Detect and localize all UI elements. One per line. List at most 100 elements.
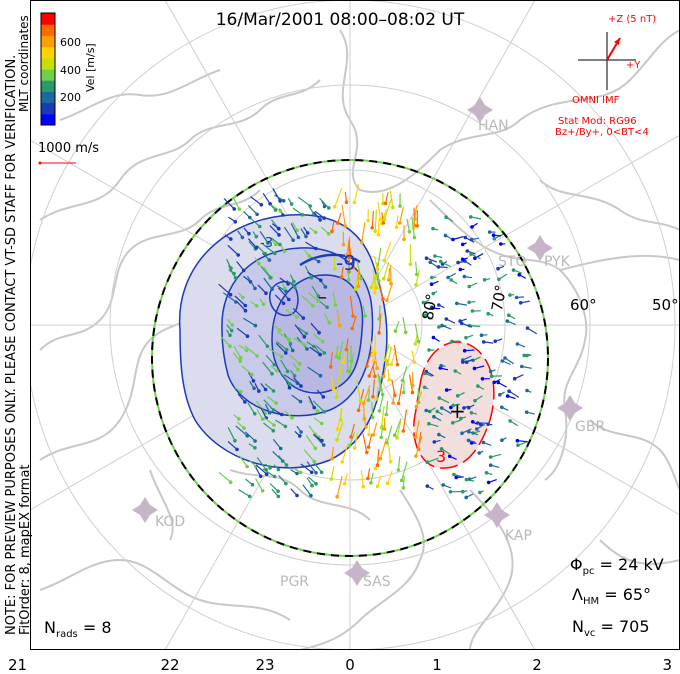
velocity-vector bbox=[466, 479, 475, 482]
velocity-vector bbox=[270, 204, 281, 212]
velocity-vector bbox=[335, 376, 340, 398]
velocity-vector bbox=[378, 375, 384, 395]
velocity-vector bbox=[379, 437, 388, 459]
velocity-vector bbox=[447, 272, 456, 279]
vector-origin bbox=[373, 374, 377, 379]
velocity-vector bbox=[508, 314, 516, 320]
velocity-vector bbox=[259, 231, 269, 244]
velocity-vector bbox=[495, 338, 503, 342]
velocity-vector bbox=[266, 395, 277, 404]
velocity-vector bbox=[440, 261, 451, 268]
velocity-vector bbox=[336, 345, 339, 357]
imf-conditions: Bz+/By+, 0<BT<4 bbox=[555, 127, 649, 138]
velocity-vector bbox=[276, 285, 287, 292]
velocity-vector bbox=[233, 346, 242, 359]
velocity-vector bbox=[227, 319, 233, 326]
velocity-vector bbox=[370, 340, 375, 361]
velocity-vector bbox=[242, 317, 256, 327]
velocity-vector bbox=[226, 258, 232, 269]
velocity-vector bbox=[348, 241, 352, 257]
velocity-vector bbox=[264, 383, 274, 392]
velocity-vector bbox=[332, 292, 337, 306]
velocity-vector bbox=[479, 490, 484, 493]
velocity-vector bbox=[461, 322, 473, 328]
imf-clock bbox=[578, 32, 636, 90]
velocity-vector bbox=[427, 485, 434, 490]
velocity-vector bbox=[308, 227, 317, 233]
velocity-vector bbox=[262, 361, 273, 375]
velocity-vector bbox=[257, 284, 267, 294]
velocity-vector bbox=[383, 242, 392, 261]
velocity-vector bbox=[442, 484, 452, 489]
velocity-vector bbox=[247, 371, 255, 382]
velocity-vector bbox=[360, 470, 364, 487]
vector-origin bbox=[378, 456, 383, 461]
velocity-vector bbox=[370, 276, 376, 288]
velocity-vector bbox=[313, 433, 320, 438]
colorbar-tick-400: 400 bbox=[60, 64, 81, 77]
velocity-vector bbox=[380, 406, 385, 428]
contour-label-pos-3: 3 bbox=[436, 447, 446, 466]
velocity-vectors bbox=[218, 183, 538, 500]
velocity-vector bbox=[289, 354, 301, 365]
vector-origin bbox=[400, 378, 405, 383]
velocity-vector bbox=[455, 370, 462, 375]
velocity-vector bbox=[247, 402, 256, 415]
velocity-vector bbox=[238, 489, 251, 497]
vector-origin bbox=[383, 358, 388, 362]
velocity-vector bbox=[244, 431, 256, 442]
velocity-vector bbox=[527, 327, 538, 335]
velocity-vector bbox=[278, 474, 287, 484]
velocity-vector bbox=[256, 408, 264, 420]
velocity-vector bbox=[438, 266, 448, 269]
velocity-vector bbox=[464, 349, 475, 352]
velocity-vector bbox=[274, 194, 285, 202]
velocity-vector bbox=[274, 294, 284, 304]
velocity-vector bbox=[269, 483, 279, 492]
velocity-vector bbox=[293, 467, 301, 473]
station-markers bbox=[132, 97, 583, 586]
velocity-vector bbox=[462, 359, 475, 363]
velocity-vector bbox=[297, 326, 307, 334]
velocity-vector bbox=[310, 322, 320, 334]
vector-origin bbox=[412, 235, 417, 240]
velocity-vector bbox=[226, 324, 233, 331]
fit-order-note: FitOrder: 8, mapEX format bbox=[18, 464, 33, 635]
velocity-vector bbox=[223, 198, 235, 210]
scale-vector-label: 1000 m/s bbox=[38, 141, 99, 156]
colorbar-segment bbox=[41, 57, 55, 70]
velocity-vector bbox=[286, 279, 296, 288]
velocity-vector bbox=[331, 220, 335, 232]
velocity-vector bbox=[452, 236, 464, 241]
velocity-vector bbox=[384, 192, 389, 204]
vector-origin bbox=[353, 287, 358, 291]
velocity-vector bbox=[391, 379, 396, 396]
velocity-vector bbox=[461, 428, 472, 434]
velocity-vector bbox=[377, 247, 382, 270]
velocity-vector bbox=[309, 346, 321, 355]
velocity-vector bbox=[508, 390, 520, 398]
velocity-vector bbox=[255, 467, 262, 477]
mlt-axis: 21 22 23 0 1 2 3 bbox=[8, 656, 672, 674]
lat-label-60: 60° bbox=[570, 296, 597, 314]
velocity-vector bbox=[341, 442, 349, 463]
velocity-vector bbox=[376, 386, 379, 400]
velocity-vector bbox=[353, 183, 360, 203]
velocity-vector bbox=[371, 401, 374, 418]
velocity-vector bbox=[381, 212, 385, 223]
lat-label-80: 80° bbox=[419, 292, 441, 321]
velocity-vector bbox=[494, 233, 504, 240]
velocity-vector bbox=[438, 434, 446, 439]
velocity-vector bbox=[432, 290, 438, 295]
velocity-colorbar bbox=[40, 12, 56, 126]
velocity-vector bbox=[456, 476, 464, 478]
velocity-vector bbox=[268, 348, 283, 358]
velocity-vector bbox=[346, 349, 349, 371]
velocity-vector bbox=[235, 425, 248, 437]
velocity-vector bbox=[227, 244, 239, 256]
velocity-vector bbox=[306, 341, 315, 348]
velocity-vector bbox=[244, 345, 258, 357]
station-sto: STO bbox=[498, 254, 526, 270]
velocity-vector bbox=[464, 260, 472, 266]
velocity-vector bbox=[354, 431, 359, 449]
